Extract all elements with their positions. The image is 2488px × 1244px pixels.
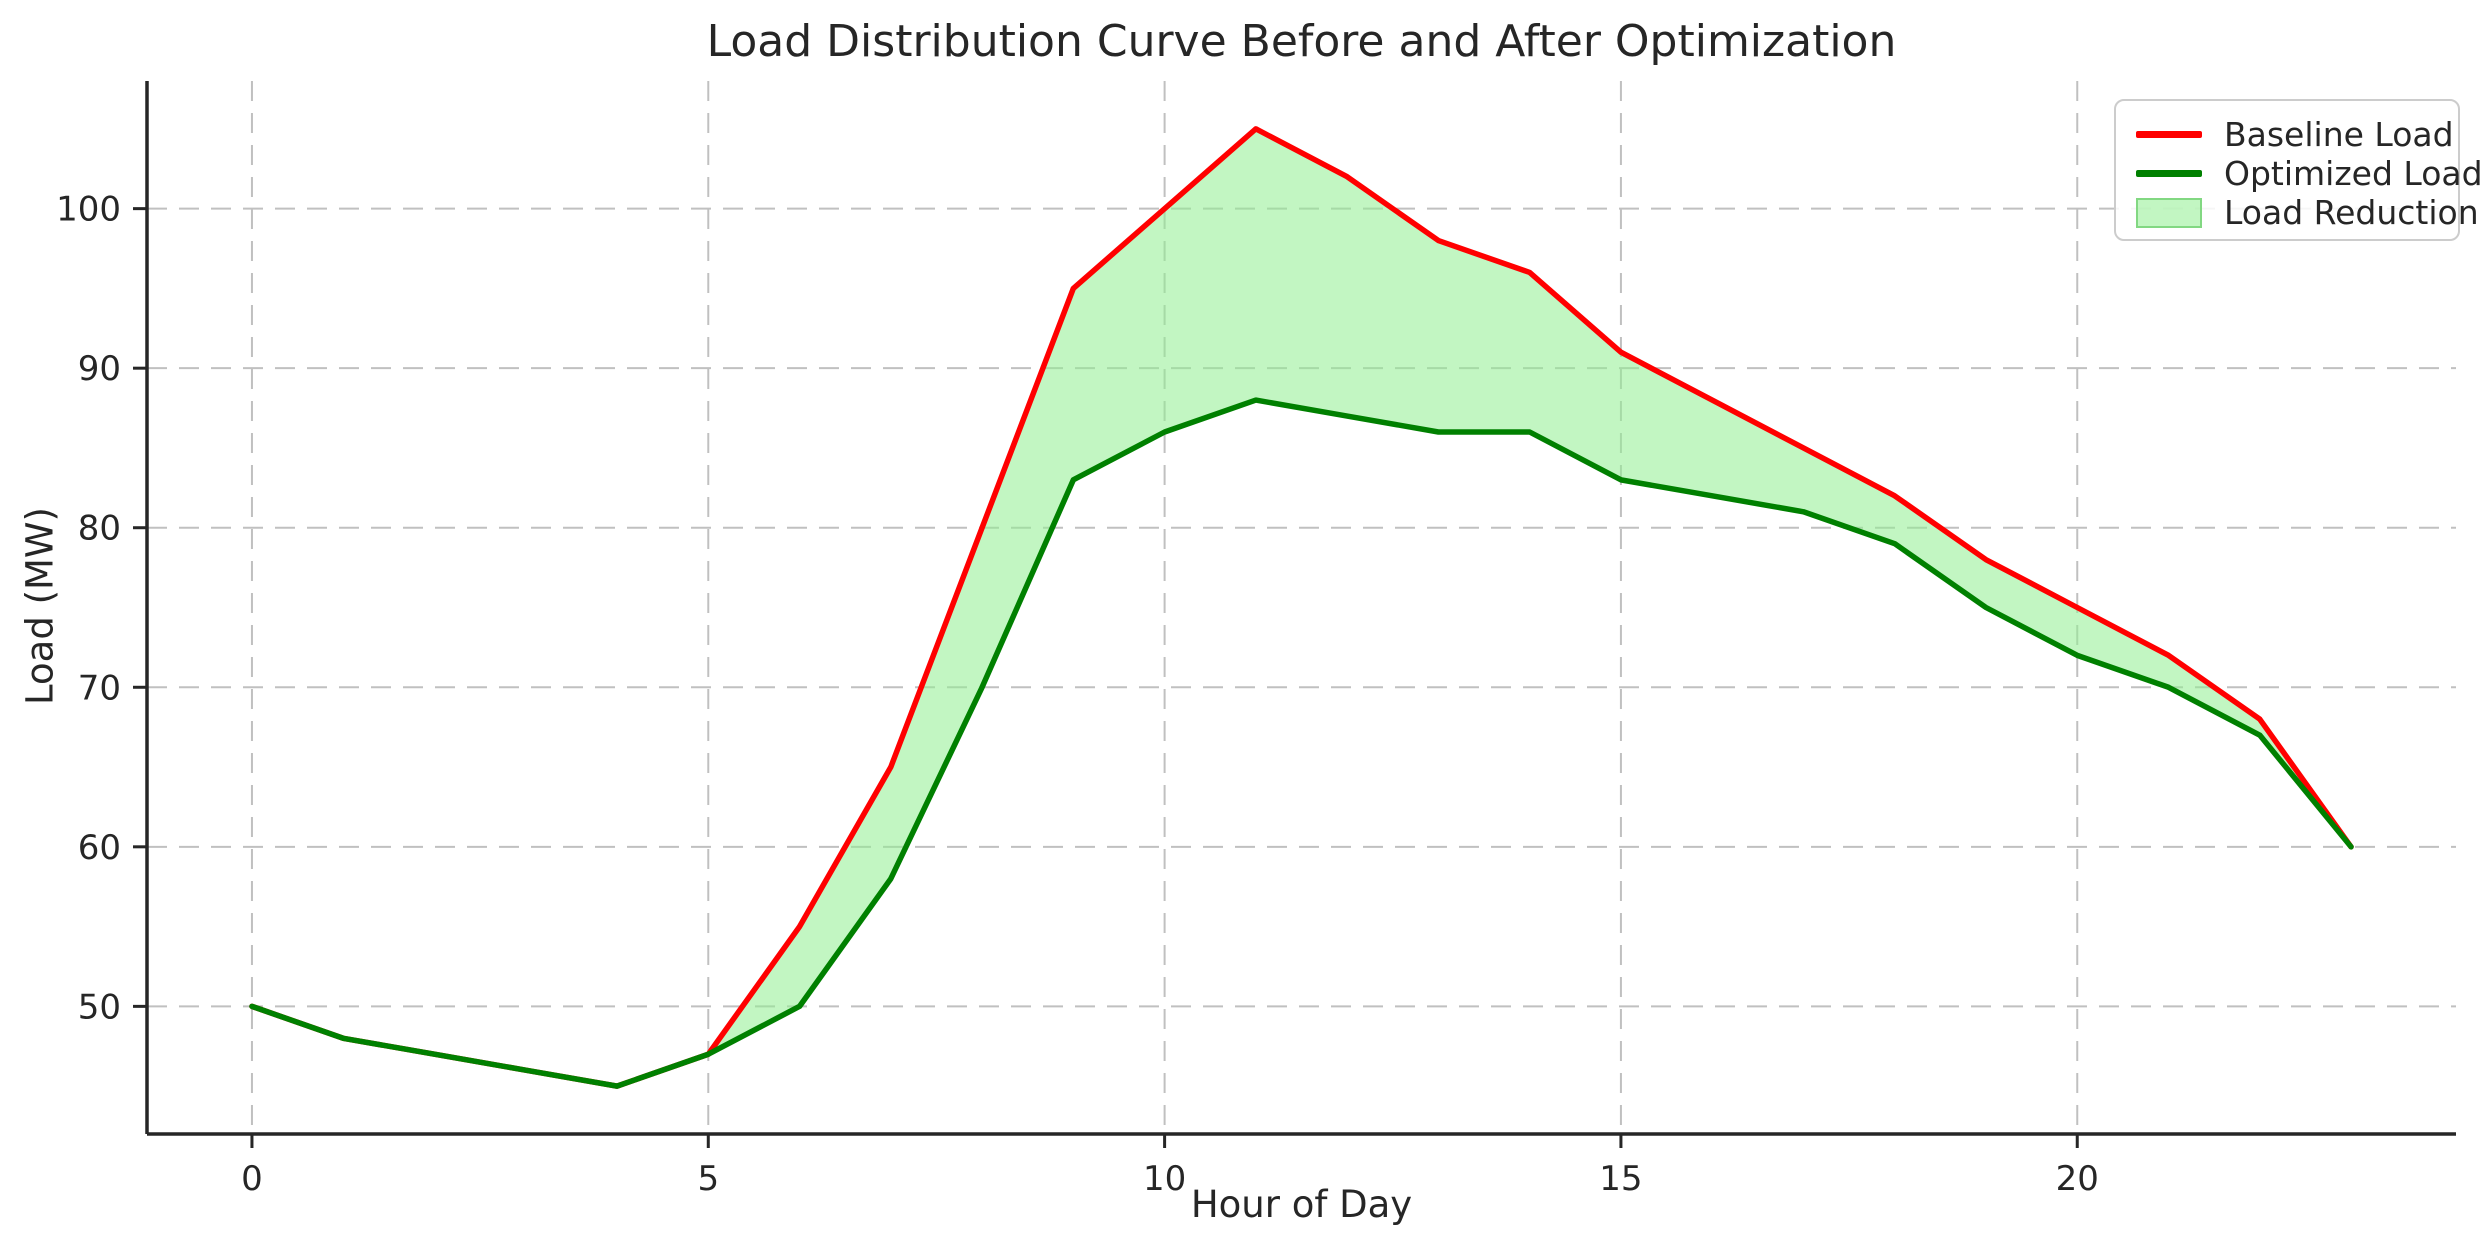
y-tick-label: 50 <box>78 987 121 1027</box>
y-tick-label: 80 <box>78 509 121 549</box>
y-axis-label: Load (MW) <box>18 507 62 705</box>
legend-item-optimized: Optimized Load <box>2136 154 2483 193</box>
legend: Baseline Load Optimized Load Load Reduct… <box>2114 99 2483 241</box>
x-axis-label: Hour of Day <box>1190 1183 1413 1226</box>
legend-item-baseline: Baseline Load <box>2136 115 2454 154</box>
y-tick-label: 60 <box>78 828 121 868</box>
x-tick-label: 15 <box>1599 1159 1642 1199</box>
chart-title: Load Distribution Curve Before and After… <box>706 16 1897 67</box>
y-tick-label: 90 <box>78 349 121 389</box>
x-tick-label: 20 <box>2056 1159 2099 1199</box>
optimized-line-swatch <box>2136 170 2202 177</box>
baseline-line-swatch <box>2136 131 2202 138</box>
y-tick-label: 100 <box>56 190 121 230</box>
legend-label: Baseline Load <box>2224 115 2454 154</box>
optimized-load-line <box>249 397 2354 1089</box>
legend-label: Optimized Load <box>2224 154 2483 193</box>
x-tick-label: 0 <box>241 1159 263 1199</box>
legend-label: Load Reduction <box>2224 193 2479 232</box>
x-tick-label: 5 <box>697 1159 719 1199</box>
load-reduction-area <box>251 128 2352 1087</box>
axis-ticks: 0 5 10 15 20 50 60 70 80 90 100 <box>56 190 2099 1199</box>
x-tick-label: 10 <box>1143 1159 1186 1199</box>
legend-item-reduction: Load Reduction <box>2136 193 2479 232</box>
y-tick-label: 70 <box>78 668 121 708</box>
load-reduction-patch-swatch <box>2136 197 2202 228</box>
